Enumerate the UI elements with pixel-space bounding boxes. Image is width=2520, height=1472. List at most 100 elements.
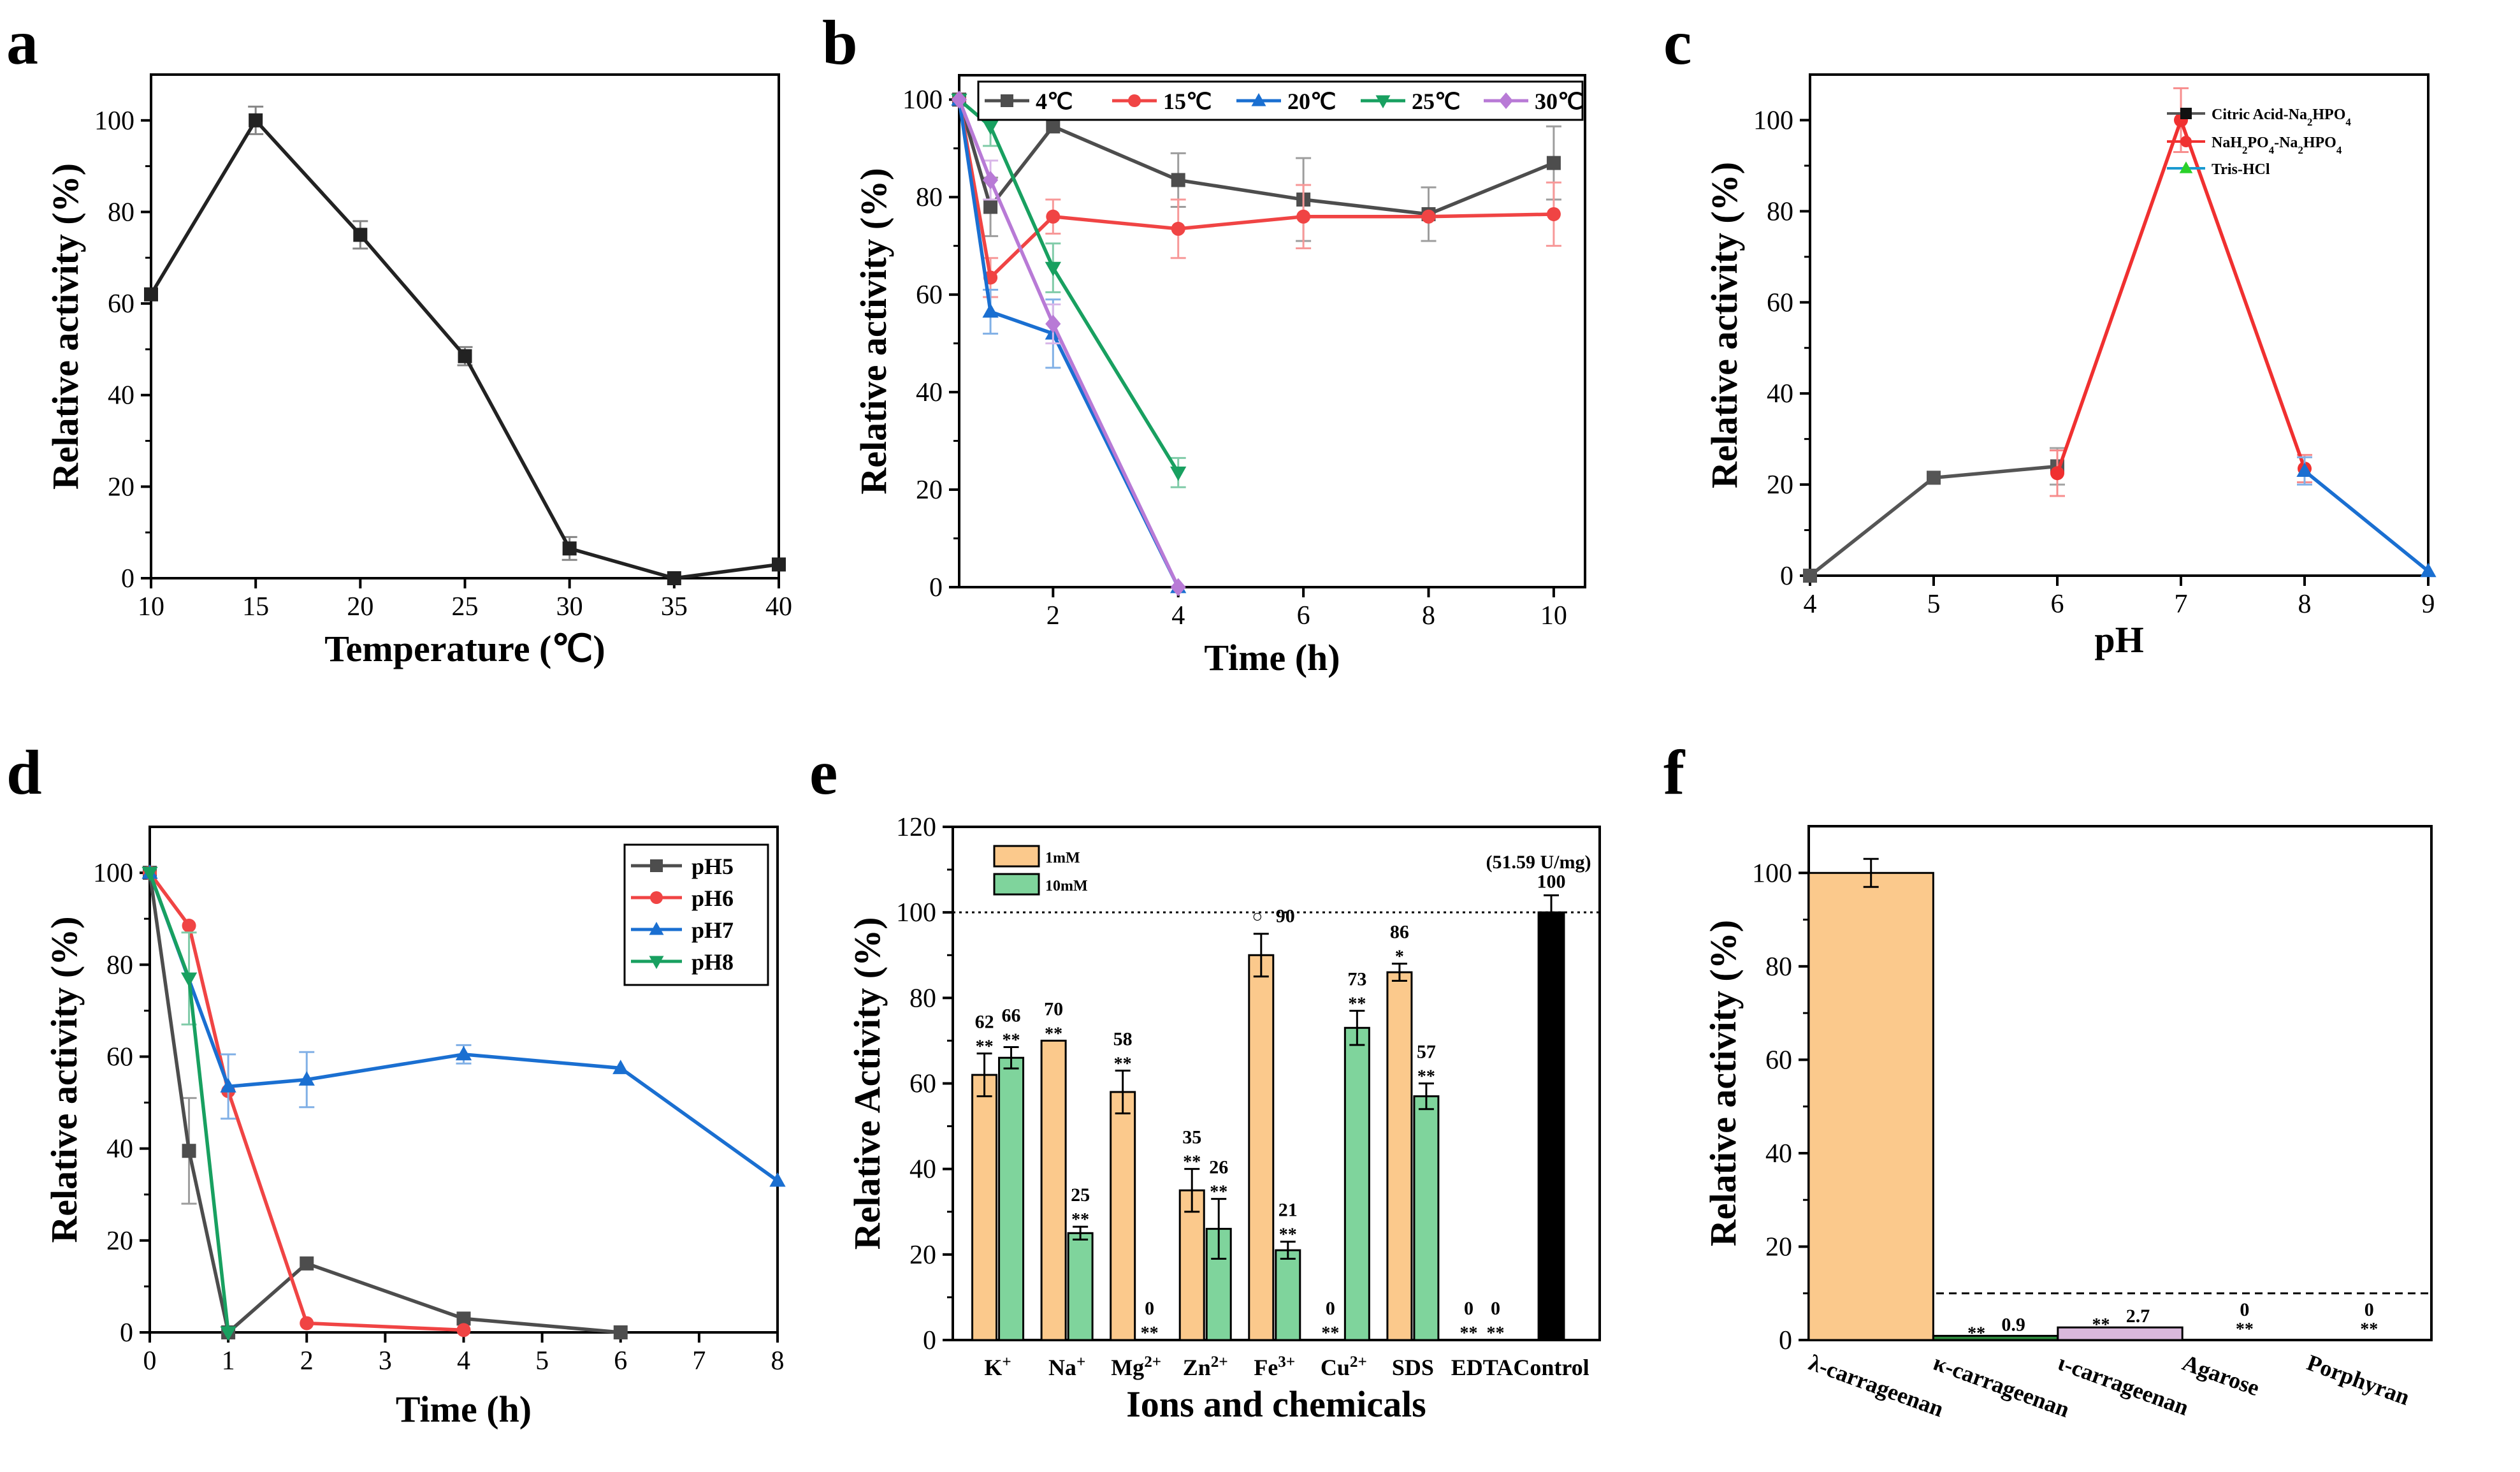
legend-label: pH6 [692, 885, 734, 911]
x-tick-label: 8 [1422, 601, 1435, 630]
series-15℃ [952, 92, 1561, 298]
data-point [1171, 173, 1185, 187]
x-axis-title: Temperature (℃) [324, 628, 605, 669]
significance-marker: ** [1967, 1323, 1985, 1343]
y-tick-label: 20 [1765, 1232, 1792, 1262]
data-label: 100 [1537, 871, 1566, 892]
x-tick-label: 1 [222, 1346, 235, 1376]
panel-letter-f: f [1663, 737, 1686, 808]
data-point [353, 228, 368, 242]
plot-frame [958, 74, 1586, 588]
data-point [182, 918, 196, 933]
data-point [982, 303, 999, 318]
data-label: 66 [1002, 1005, 1021, 1026]
specific-activity-annotation: (51.59 U/mg) [1486, 852, 1591, 873]
bar [2057, 1326, 2183, 1341]
data-label: 62 [975, 1012, 994, 1033]
y-tick-label: 80 [916, 183, 943, 212]
legend-label: pH8 [692, 949, 734, 975]
significance-marker: ** [1486, 1323, 1504, 1343]
y-axis-title: Relative Activity (%) [846, 917, 888, 1250]
data-point [455, 1046, 472, 1061]
bar [1413, 1095, 1440, 1341]
significance-marker: ** [1045, 1024, 1062, 1044]
bar [1537, 911, 1565, 1341]
x-category-label: Mg2+ [1111, 1353, 1161, 1381]
x-tick-label: 8 [2298, 590, 2312, 619]
legend-marker [1499, 92, 1513, 109]
legend-label: 10mM [1045, 878, 1088, 894]
x-category-label: κ-carrageenan [1930, 1350, 2073, 1422]
significance-marker: ** [1114, 1054, 1132, 1074]
series-Tris-HCl [2296, 456, 2437, 578]
bar [1275, 1249, 1301, 1341]
data-point [182, 1144, 196, 1158]
legend-label: 30℃ [1535, 89, 1583, 114]
significance-marker: * [1395, 947, 1404, 967]
legend-d: pH5 pH6 pH7 pH8 [623, 843, 769, 986]
panel-letter-a: a [6, 7, 38, 78]
data-label: 0 [1145, 1298, 1154, 1319]
data-point [769, 1172, 786, 1187]
x-axis-title: Time (h) [1204, 637, 1340, 678]
data-point [1803, 569, 1817, 583]
data-point [983, 200, 998, 214]
legend-label: Tris-HCl [2212, 161, 2270, 178]
bar [998, 1056, 1025, 1341]
y-tick-label: 100 [902, 85, 943, 115]
legend-marker [649, 922, 664, 935]
data-label: 35 [1182, 1127, 1201, 1148]
data-label: 58 [1113, 1028, 1133, 1049]
y-tick-label: 20 [909, 1241, 936, 1270]
legend-marker [1001, 94, 1013, 107]
data-point [456, 1311, 471, 1326]
y-tick-label: 40 [916, 378, 943, 407]
series-pH5 [143, 866, 628, 1339]
data-label: 57 [1417, 1042, 1436, 1063]
x-tick-label: 4 [457, 1346, 470, 1376]
series-line [148, 872, 621, 1336]
data-point [1045, 261, 1061, 277]
x-tick-label: 7 [692, 1346, 706, 1376]
plot-frame [150, 73, 780, 579]
data-point [1046, 209, 1061, 224]
data-point [1296, 209, 1311, 224]
y-tick-label: 80 [1765, 952, 1792, 982]
bar [1248, 954, 1275, 1341]
legend-marker [650, 891, 663, 904]
x-tick-label: 30 [556, 592, 583, 622]
bar [1067, 1232, 1094, 1341]
x-tick-label: 35 [661, 592, 688, 622]
series-line [957, 99, 1180, 588]
significance-marker: ** [1210, 1183, 1227, 1202]
legend-label: 20℃ [1287, 89, 1336, 114]
y-tick-label: 40 [108, 381, 134, 411]
significance-marker: ○ [1252, 907, 1263, 927]
x-category-label: λ-carrageenan [1806, 1350, 1947, 1422]
x-category-label: Porphyran [2304, 1350, 2414, 1410]
data-point [982, 120, 999, 135]
data-point [2420, 562, 2437, 578]
significance-marker: ** [1183, 1153, 1201, 1172]
y-tick-label: 40 [1765, 1139, 1792, 1169]
series-1mM: ** 62 ** 70 ** 58 ** 35 ○ 90 ** 0 * 86 ** 0 [971, 906, 1477, 1343]
panel-letter-e: e [809, 737, 837, 808]
x-tick-label: 6 [1297, 601, 1310, 630]
y-tick-label: 40 [106, 1135, 133, 1164]
x-category-label: Control [1513, 1355, 1589, 1380]
data-label: 0 [2364, 1299, 2374, 1320]
x-category-label: Zn2+ [1183, 1353, 1228, 1381]
data-point [300, 1316, 314, 1330]
legend-c: Citric Acid-Na2HPO4 NaH2PO4-Na2HPO4 Tris-H… [2167, 106, 2351, 178]
x-category-label: K+ [984, 1353, 1011, 1381]
y-tick-label: 20 [1767, 470, 1793, 500]
x-tick-label: 3 [379, 1346, 392, 1376]
data-point [1046, 119, 1061, 134]
y-tick-label: 80 [909, 984, 936, 1013]
bar [1807, 871, 1934, 1341]
y-axis-title: Relative activity (%) [1702, 920, 1744, 1246]
significance-marker: ** [1348, 994, 1366, 1014]
legend-label: pH7 [692, 917, 734, 943]
legend-swatch [993, 873, 1040, 896]
data-point [300, 1256, 314, 1271]
